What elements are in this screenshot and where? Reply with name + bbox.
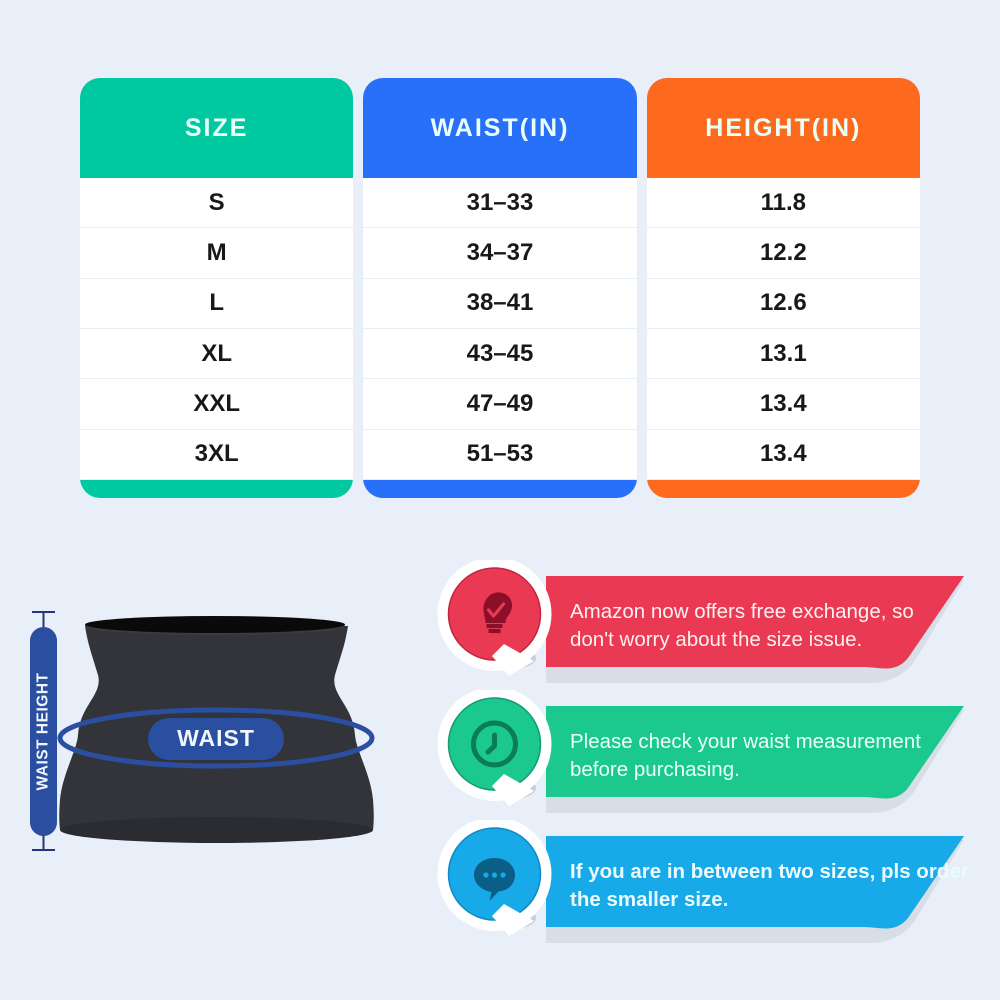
svg-text:WAIST: WAIST (177, 725, 255, 751)
svg-text:WAIST HEIGHT: WAIST HEIGHT (35, 673, 52, 791)
